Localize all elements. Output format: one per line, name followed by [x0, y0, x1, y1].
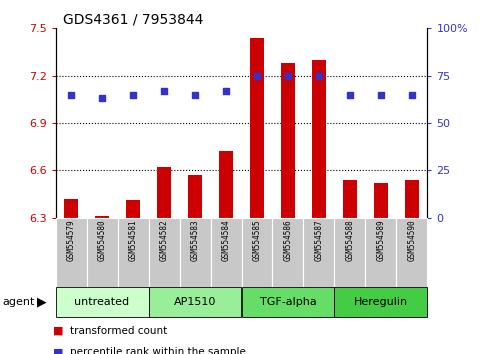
Bar — [56, 218, 86, 287]
Text: GSM554582: GSM554582 — [159, 220, 169, 261]
Text: GSM554584: GSM554584 — [222, 220, 230, 261]
Text: untreated: untreated — [74, 297, 129, 307]
Point — [377, 92, 385, 97]
Text: GDS4361 / 7953844: GDS4361 / 7953844 — [63, 12, 203, 27]
Bar — [242, 287, 334, 317]
Bar — [117, 218, 149, 287]
Text: ▶: ▶ — [37, 295, 47, 308]
Point — [222, 88, 230, 94]
Point — [129, 92, 137, 97]
Bar — [334, 218, 366, 287]
Text: percentile rank within the sample: percentile rank within the sample — [70, 347, 246, 354]
Bar — [312, 60, 326, 218]
Bar — [250, 38, 264, 218]
Point — [191, 92, 199, 97]
Bar — [95, 216, 109, 218]
Bar — [343, 180, 357, 218]
Bar — [211, 218, 242, 287]
Bar — [56, 287, 149, 317]
Text: ■: ■ — [53, 326, 64, 336]
Bar — [366, 218, 397, 287]
Point — [346, 92, 354, 97]
Point — [408, 92, 416, 97]
Text: GSM554586: GSM554586 — [284, 220, 293, 261]
Text: TGF-alpha: TGF-alpha — [260, 297, 316, 307]
Point — [315, 73, 323, 79]
Text: ■: ■ — [53, 347, 64, 354]
Point — [284, 73, 292, 79]
Bar — [188, 175, 202, 218]
Bar — [126, 200, 140, 218]
Text: GSM554583: GSM554583 — [190, 220, 199, 261]
Bar — [86, 218, 117, 287]
Point — [253, 73, 261, 79]
Bar — [397, 218, 427, 287]
Bar — [64, 199, 78, 218]
Bar — [180, 218, 211, 287]
Bar — [281, 63, 295, 218]
Bar — [405, 180, 419, 218]
Text: agent: agent — [2, 297, 35, 307]
Bar — [149, 218, 180, 287]
Bar — [149, 287, 242, 317]
Text: transformed count: transformed count — [70, 326, 167, 336]
Text: GSM554580: GSM554580 — [98, 220, 107, 261]
Text: GSM554589: GSM554589 — [376, 220, 385, 261]
Text: GSM554588: GSM554588 — [345, 220, 355, 261]
Text: GSM554585: GSM554585 — [253, 220, 261, 261]
Text: Heregulin: Heregulin — [354, 297, 408, 307]
Point — [67, 92, 75, 97]
Text: GSM554581: GSM554581 — [128, 220, 138, 261]
Bar — [334, 287, 427, 317]
Bar — [157, 167, 171, 218]
Point — [160, 88, 168, 94]
Text: GSM554590: GSM554590 — [408, 220, 416, 261]
Bar — [242, 218, 272, 287]
Text: GSM554579: GSM554579 — [67, 220, 75, 261]
Text: AP1510: AP1510 — [174, 297, 216, 307]
Bar — [219, 152, 233, 218]
Text: GSM554587: GSM554587 — [314, 220, 324, 261]
Bar — [272, 218, 303, 287]
Bar — [374, 183, 388, 218]
Point — [98, 96, 106, 101]
Bar — [303, 218, 334, 287]
